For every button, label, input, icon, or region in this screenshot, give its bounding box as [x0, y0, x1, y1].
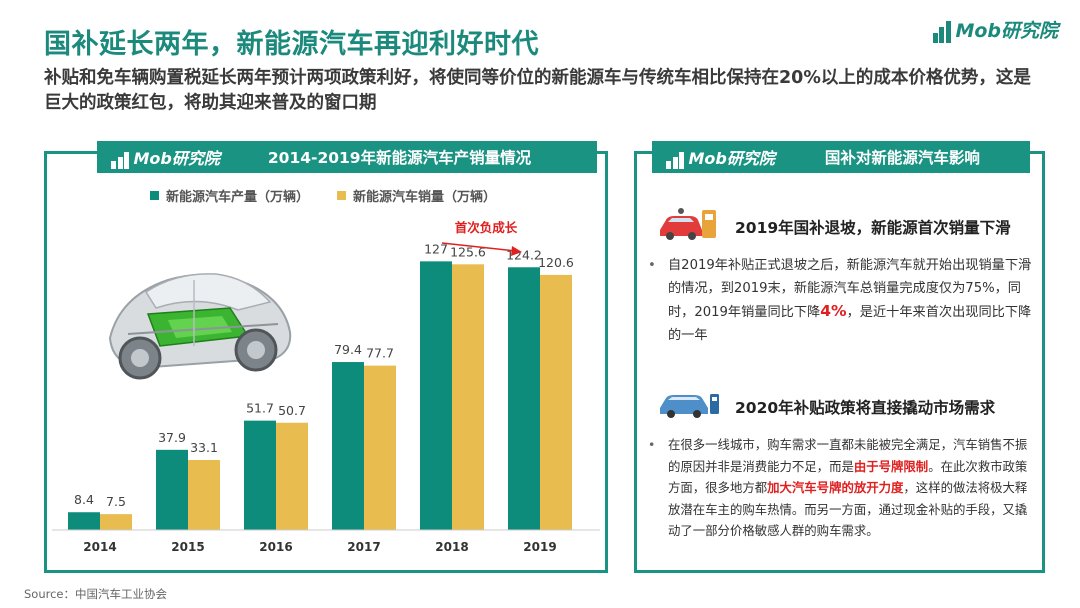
legend-swatch-production [150, 191, 159, 200]
annotation-first-decline: 首次负成长 [455, 220, 518, 235]
bar-sales-2014 [100, 514, 132, 530]
bar-production-2016 [244, 420, 276, 530]
value-label-sales-2019: 120.6 [538, 255, 574, 270]
ev-charging-icon [660, 394, 719, 418]
value-label-sales-2017: 77.7 [366, 346, 394, 361]
value-label-sales-2016: 50.7 [278, 403, 306, 418]
impact-panel-title: 国补对新能源汽车影响 [824, 149, 980, 167]
legend-item-sales: 新能源汽车销量（万辆） [337, 186, 496, 205]
section1-text-a: 自2019年补贴正式退坡之后，新能源汽车就开始出现销量下滑的情况，到2019末，… [668, 258, 1032, 320]
value-label-sales-2014: 7.5 [106, 494, 126, 509]
chart-legend: 新能源汽车产量（万辆） 新能源汽车销量（万辆） [150, 186, 524, 205]
bullet-dot: • [648, 437, 656, 452]
section2-text-b: 。在此次救市政策方面，很多地方都 [668, 458, 1028, 496]
bar-production-2018 [420, 261, 452, 530]
logo-bars-icon [666, 152, 686, 169]
x-tick-label-2017: 2017 [347, 540, 380, 554]
bar-sales-2015 [188, 459, 220, 530]
bar-production-2017 [332, 362, 364, 530]
bars-layer: 8.4 7.5 2014 37.9 33.1 2015 51.7 50.7 2016 79.4 77… [68, 241, 574, 554]
value-label-production-2017: 79.4 [334, 342, 362, 357]
section2-highlight-a: 由于号牌限制 [853, 458, 929, 474]
x-tick-label-2014: 2014 [83, 540, 116, 554]
x-tick-label-2018: 2018 [435, 540, 468, 554]
panel-logo: Mob研究院 [666, 145, 775, 169]
charging-car-icon [660, 208, 716, 240]
logo-text: Mob研究院 [688, 149, 775, 168]
x-tick-label-2019: 2019 [523, 540, 556, 554]
section1-text-b: ，是近十年来首次出现同比下降的一年 [668, 305, 1032, 343]
panel-logo: Mob研究院 [111, 145, 220, 169]
logo-bars-icon [111, 152, 131, 169]
bar-sales-2016 [276, 422, 308, 530]
legend-swatch-sales [337, 191, 347, 200]
mob-logo: Mob研究院 [932, 16, 1058, 43]
annotation-arrow [441, 242, 517, 252]
annotation-arrowhead [511, 246, 522, 256]
legend-item-production: 新能源汽车产量（万辆） [150, 186, 309, 205]
value-label-production-2015: 37.9 [158, 430, 186, 445]
value-label-production-2016: 51.7 [246, 401, 274, 416]
section2-paragraph: • 在很多一线城市，购车需求一直都未能被完全满足，汽车销售不振的原因并非是消费能… [648, 434, 1032, 542]
section1-title: 2019年国补退坡，新能源首次销量下滑 [735, 219, 1011, 237]
x-tick-label-2015: 2015 [171, 540, 204, 554]
section2-text-c: ，这样的做法将极大释放潜在车主的购车热情。而另一方面，通过现金补贴的手段，又撬动… [668, 480, 1028, 538]
section1-paragraph: • 自2019年补贴正式退坡之后，新能源汽车就开始出现销量下滑的情况，到2019… [648, 254, 1032, 347]
chart-panel-header: Mob研究院 2014-2019年新能源汽车产销量情况 [97, 141, 597, 173]
page-title: 国补延长两年，新能源汽车再迎利好时代 [44, 29, 539, 60]
value-label-sales-2018: 125.6 [450, 244, 486, 259]
bar-sales-2018 [452, 264, 484, 530]
value-label-sales-2015: 33.1 [190, 440, 218, 455]
car-chassis-illustration [108, 273, 292, 380]
annotation-layer: 首次负成长 [441, 220, 522, 256]
bullet-dot: • [648, 258, 656, 273]
x-tick-label-2016: 2016 [259, 540, 292, 554]
bar-sales-2019 [540, 274, 572, 530]
section2-highlight-b: 加大汽车号牌的放开力度 [767, 480, 904, 495]
value-label-production-2014: 8.4 [74, 492, 94, 507]
impact-panel-header: Mob研究院 国补对新能源汽车影响 [652, 141, 1030, 173]
section2-title: 2020年补贴政策将直接撬动市场需求 [735, 399, 996, 417]
bar-production-2015 [156, 449, 188, 530]
logo-text: Mob研究院 [955, 20, 1058, 42]
section1-highlight: 4% [820, 302, 847, 320]
legend-label-sales: 新能源汽车销量（万辆） [353, 190, 497, 205]
bar-production-2014 [68, 512, 100, 530]
logo-bars-icon [932, 21, 953, 43]
page-subtitle: 补贴和免车辆购置税延长两年预计两项政策利好，将使同等价位的新能源车与传统车相比保… [44, 68, 1031, 113]
bar-sales-2017 [364, 365, 396, 530]
source-note: Source：中国汽车工业协会 [24, 587, 167, 601]
logo-text: Mob研究院 [133, 149, 220, 168]
value-label-production-2018: 127 [424, 241, 448, 256]
bar-production-2019 [508, 267, 540, 530]
section2-text-a: 在很多一线城市，购车需求一直都未能被完全满足，汽车销售不振的原因并非是消费能力不… [668, 437, 1028, 474]
chart-title: 2014-2019年新能源汽车产销量情况 [267, 149, 532, 167]
legend-label-production: 新能源汽车产量（万辆） [166, 190, 310, 205]
